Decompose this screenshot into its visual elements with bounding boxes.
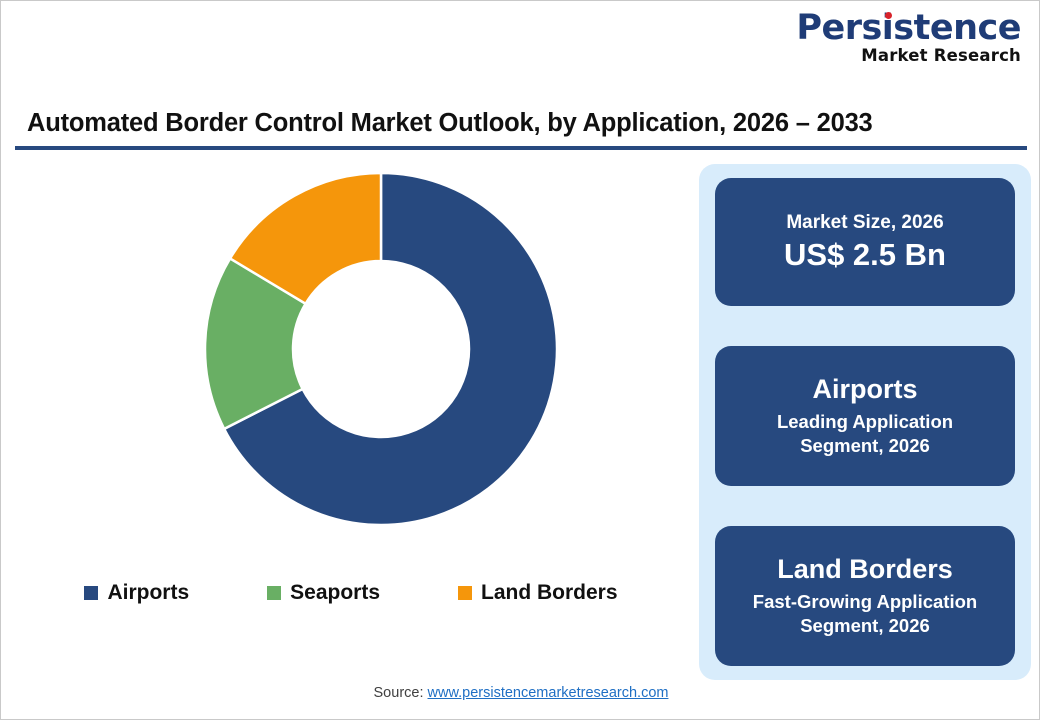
fastest-growing-sub-line1: Fast-Growing Application [752,590,978,612]
legend-swatch-land-borders [458,586,473,600]
donut-chart-svg [203,171,559,527]
leading-segment-name: Airports [812,373,918,404]
stat-card-market-size: Market Size, 2026 US$ 2.5 Bn [715,178,1015,306]
legend-swatch-seaports [267,586,282,600]
legend-label-seaports: Seaports [290,581,381,604]
donut-slice-airports[interactable] [222,171,559,527]
donut-slice-seaports[interactable] [203,256,308,431]
brand-logo-wordmark: Persistence [796,11,1021,46]
title-divider [15,146,1027,150]
stat-card-leading-segment: Airports Leading Application Segment, 20… [715,346,1015,486]
leading-segment-sub-line1: Leading Application [776,410,954,432]
fastest-growing-segment-name: Land Borders [777,553,953,584]
brand-logo-text: Persistence [796,8,1021,48]
stat-card-fastest-growing-segment: Land Borders Fast-Growing Application Se… [715,526,1015,666]
leading-segment-sub-line2: Segment, 2026 [800,435,930,457]
market-size-label: Market Size, 2026 [786,211,944,233]
legend-label-airports: Airports [107,581,190,604]
fastest-growing-sub-line2: Segment, 2026 [800,615,930,637]
legend-item-seaports: Seaports [267,581,380,605]
stats-panel: Market Size, 2026 US$ 2.5 Bn Airports Le… [699,164,1031,680]
brand-logo-dot-icon [885,12,893,19]
page-title: Automated Border Control Market Outlook,… [27,109,873,137]
source-link[interactable]: www.persistencemarketresearch.com [427,685,669,701]
legend-item-land-borders: Land Borders [458,581,618,605]
legend-item-airports: Airports [84,581,189,605]
donut-chart [197,165,565,533]
donut-slice-land-borders[interactable] [228,171,383,306]
brand-logo-tagline: Market Research [861,46,1021,65]
source-line: Source: www.persistencemarketresearch.co… [1,685,1039,701]
chart-area [15,156,687,566]
source-prefix: Source: [373,685,428,701]
market-size-value: US$ 2.5 Bn [784,237,946,273]
legend-swatch-airports [84,586,99,600]
chart-legend: Airports Seaports Land Borders [15,581,687,605]
legend-label-land-borders: Land Borders [481,581,618,604]
brand-logo: Persistence Market Research [789,11,1021,65]
